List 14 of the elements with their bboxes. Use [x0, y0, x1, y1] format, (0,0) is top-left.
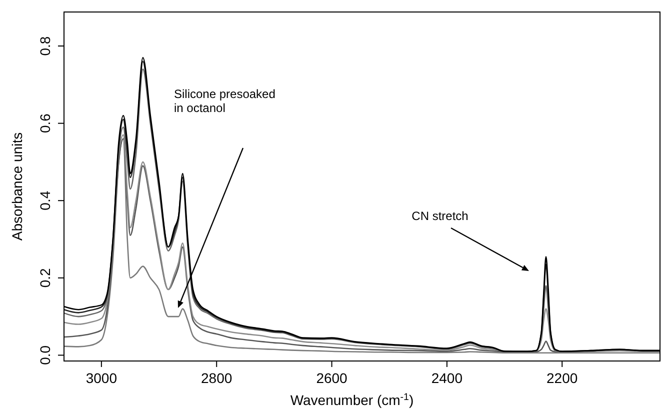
x-tick-label: 2200 [546, 370, 578, 386]
y-axis-title: Absorbance units [9, 132, 25, 241]
x-tick-label: 2400 [431, 370, 463, 386]
annotation: CN stretch [412, 209, 468, 223]
y-tick-label: 0.8 [37, 36, 53, 56]
x-axis-title: Wavenumber (cm$^{-1}$) [290, 392, 414, 408]
y-tick-label: 0.4 [37, 190, 53, 210]
y-tick-label: 0.0 [37, 345, 53, 365]
x-tick-label: 3000 [86, 370, 118, 386]
annotation: Silicone presoaked in octanol [174, 87, 276, 115]
x-tick-label: 2600 [316, 370, 348, 386]
y-tick-label: 0.6 [37, 113, 53, 134]
x-tick-label: 2800 [201, 370, 232, 386]
y-tick-label: 0.2 [37, 268, 53, 288]
